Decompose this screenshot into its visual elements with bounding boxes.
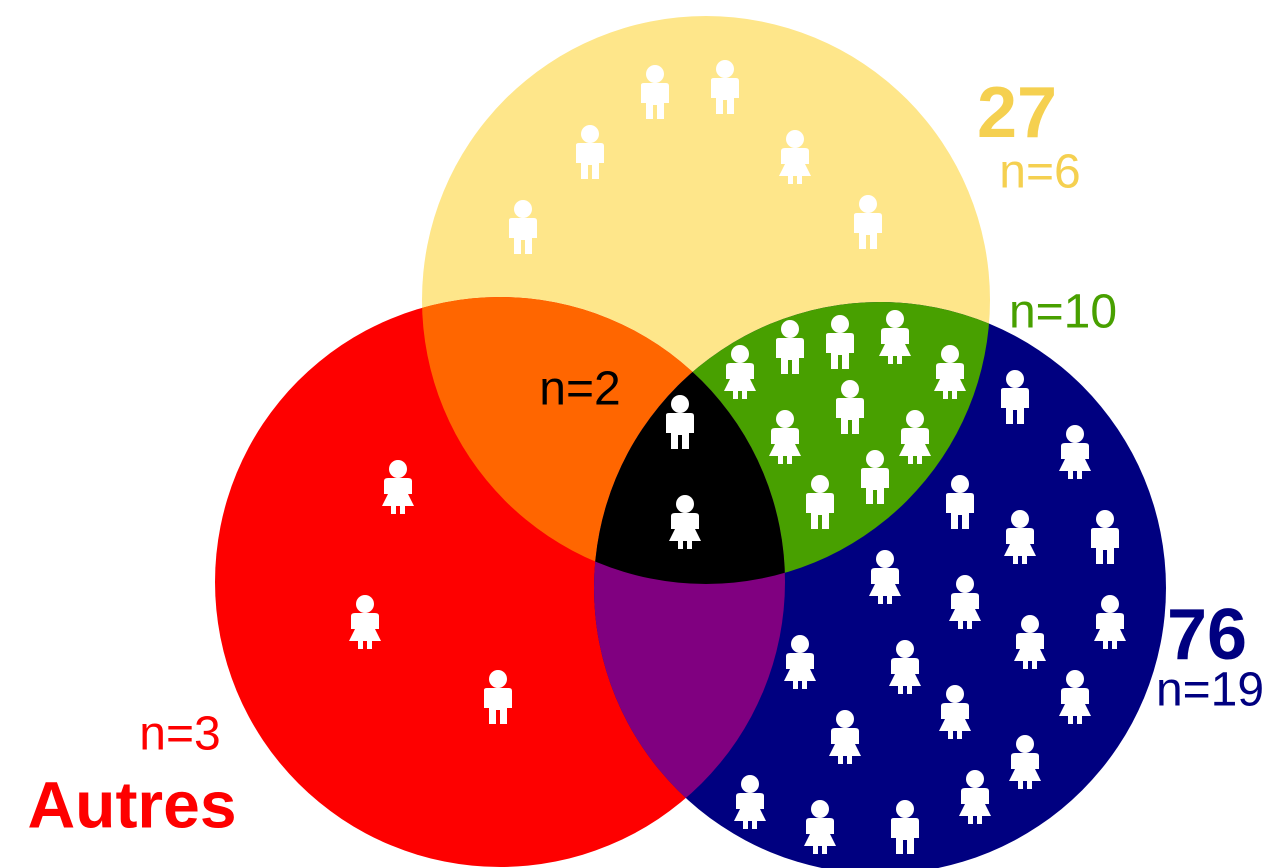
right-value: 76 <box>1167 595 1247 675</box>
overlap-center <box>594 302 785 584</box>
left-count: n=3 <box>139 708 220 761</box>
center-count: n=2 <box>539 363 620 416</box>
left-label: Autres <box>27 767 236 841</box>
top-count: n=6 <box>999 146 1080 199</box>
overlap-count: n=10 <box>1009 286 1117 339</box>
top-value: 27 <box>977 73 1057 153</box>
right-count: n=19 <box>1156 664 1264 717</box>
